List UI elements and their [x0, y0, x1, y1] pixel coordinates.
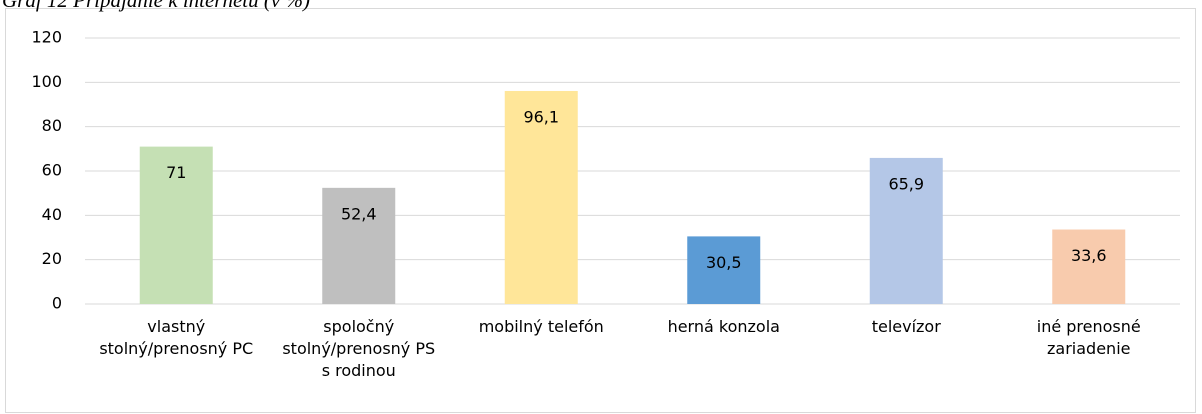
y-tick-label: 120 [31, 28, 62, 47]
y-tick-label: 40 [42, 205, 62, 224]
data-label: 71 [166, 163, 186, 182]
bar [687, 236, 761, 304]
x-tick-label: vlastný stolný/prenosný PC [99, 317, 254, 358]
y-tick-label: 60 [42, 161, 62, 180]
chart-title: Graf 12 Pripájanie k internetu (v %) [2, 0, 310, 12]
data-label: 30,5 [706, 253, 742, 272]
y-tick-label: 0 [52, 294, 62, 313]
y-tick-label: 80 [42, 116, 62, 135]
bar [139, 146, 213, 304]
x-tick-label: televízor [871, 317, 941, 336]
x-tick-label: herná konzola [667, 317, 780, 336]
bar [1052, 229, 1126, 304]
x-tick-label: iné prenosné zariadenie [1036, 317, 1141, 358]
data-label: 52,4 [341, 204, 377, 223]
x-tick-label: spoločný stolný/prenosný PS s rodinou [282, 317, 436, 380]
data-label: 33,6 [1071, 246, 1107, 265]
bar [322, 187, 396, 304]
y-tick-label: 100 [31, 72, 62, 91]
data-label: 65,9 [888, 174, 924, 193]
bar [869, 157, 943, 304]
bar [504, 90, 578, 304]
data-label: 96,1 [523, 107, 559, 126]
x-tick-label: mobilný telefón [478, 317, 604, 336]
y-tick-label: 20 [42, 249, 62, 268]
